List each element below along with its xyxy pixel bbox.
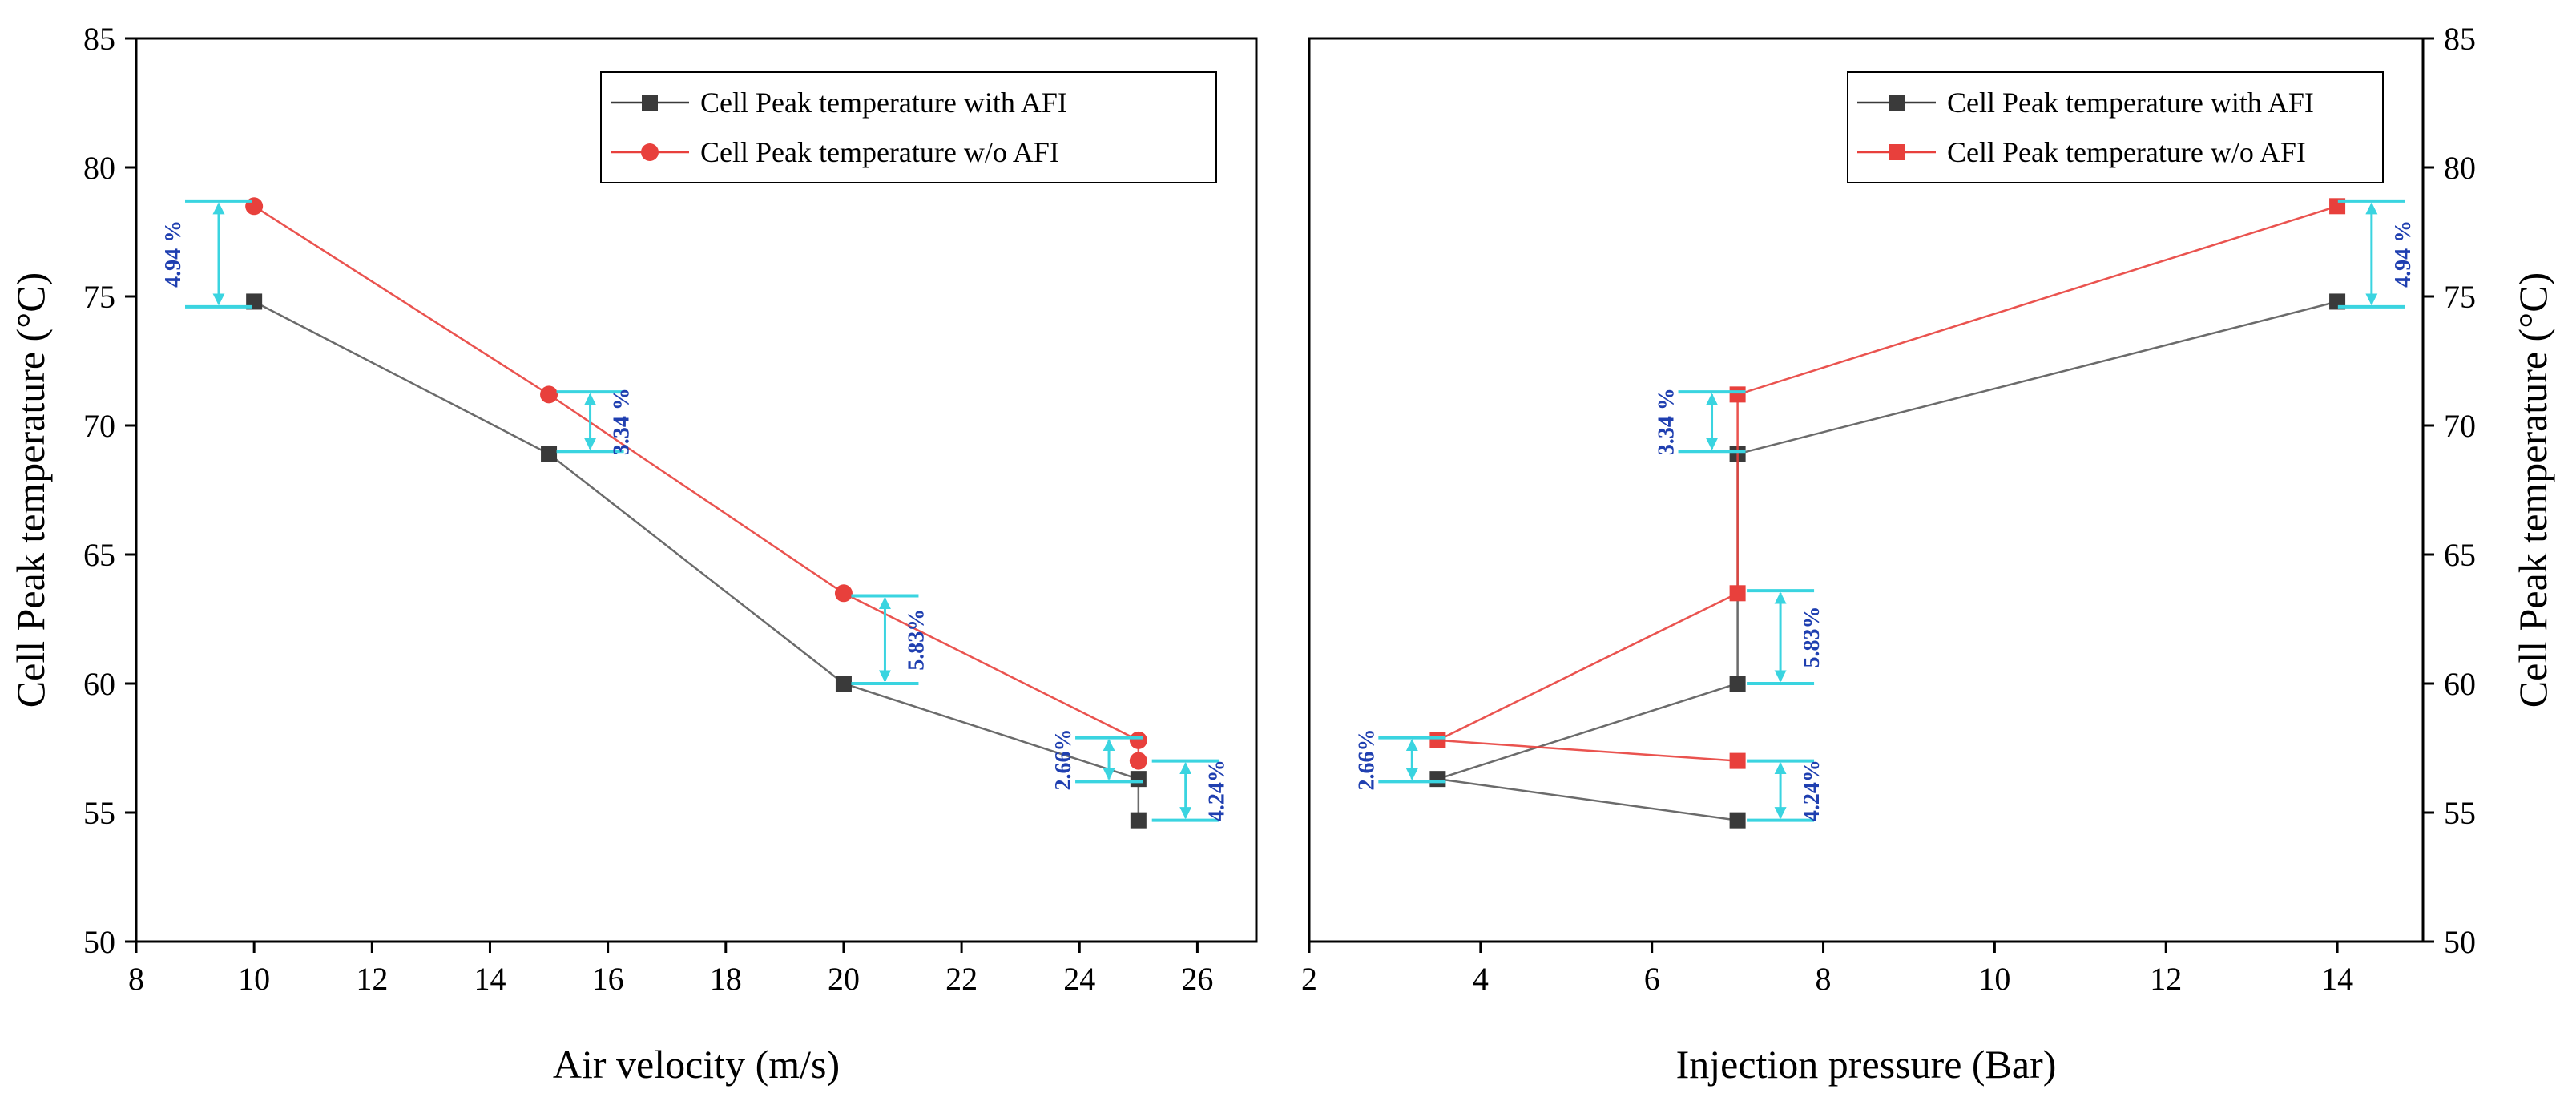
x-tick-label: 10 bbox=[238, 961, 270, 997]
y-tick-label: 50 bbox=[2444, 924, 2476, 960]
data-point-without-afi bbox=[1429, 732, 1446, 748]
y-tick-label: 60 bbox=[83, 666, 115, 702]
annotation-label: 4.94 % bbox=[2391, 220, 2416, 288]
x-tick-label: 22 bbox=[945, 961, 978, 997]
y-tick-label: 75 bbox=[2444, 279, 2476, 315]
data-point-without-afi bbox=[1729, 585, 1746, 602]
x-tick-label: 16 bbox=[592, 961, 624, 997]
difference-annotation: 4.94 % bbox=[161, 199, 253, 309]
difference-annotation: 4.24% bbox=[1151, 759, 1230, 822]
difference-annotation: 3.34 % bbox=[556, 388, 635, 455]
x-tick-label: 12 bbox=[356, 961, 388, 997]
annotation-label: 3.34 % bbox=[1655, 388, 1679, 455]
x-tick-label: 12 bbox=[2150, 961, 2182, 997]
x-tick-label: 14 bbox=[2321, 961, 2353, 997]
series-line-without-afi bbox=[1433, 205, 2338, 762]
y-tick-label: 70 bbox=[83, 408, 115, 444]
chart-air-velocity: 8 10 12 14 16 18 20 22 24 26 50 55 60 65 70 75 80 85 Air v… bbox=[8, 21, 1258, 1087]
data-point-with-afi bbox=[541, 446, 558, 462]
legend-marker bbox=[1889, 95, 1905, 111]
x-tick-label: 2 bbox=[1301, 961, 1317, 997]
data-point-with-afi bbox=[1729, 676, 1746, 692]
legend: Cell Peak temperature with AFI Cell Peak … bbox=[600, 71, 1217, 183]
data-point-without-afi bbox=[834, 584, 853, 603]
difference-annotation: 4.94 % bbox=[2337, 199, 2416, 309]
y-axis-label: Cell Peak temperature (°C) bbox=[2510, 272, 2555, 708]
legend-box bbox=[1847, 71, 2384, 183]
x-tick-label: 18 bbox=[710, 961, 742, 997]
data-point-without-afi bbox=[540, 385, 558, 404]
annotation-label: 5.83% bbox=[1800, 607, 1824, 668]
x-tick-label: 20 bbox=[828, 961, 860, 997]
x-tick-label: 14 bbox=[474, 961, 506, 997]
difference-annotation: 5.83% bbox=[851, 594, 929, 685]
data-point-without-afi bbox=[1729, 386, 1746, 403]
difference-annotation: 5.83% bbox=[1747, 589, 1824, 685]
legend-marker bbox=[641, 143, 659, 161]
y-tick-label: 65 bbox=[83, 537, 115, 573]
series-line-with-afi bbox=[253, 300, 1140, 821]
difference-annotation: 3.34 % bbox=[1655, 388, 1746, 455]
legend-label: Cell Peak temperature with AFI bbox=[700, 87, 1067, 119]
data-point-with-afi bbox=[1729, 812, 1746, 829]
data-point-with-afi bbox=[1429, 771, 1446, 788]
x-axis-label: Injection pressure (Bar) bbox=[1676, 1042, 2057, 1087]
y-tick-label: 85 bbox=[2444, 21, 2476, 57]
legend: Cell Peak temperature with AFI Cell Peak … bbox=[1847, 71, 2384, 183]
annotation-label: 4.24% bbox=[1800, 760, 1824, 821]
x-axis-label: Air velocity (m/s) bbox=[553, 1042, 840, 1087]
plot-frame bbox=[1308, 37, 2425, 943]
y-axis-label: Cell Peak temperature (°C) bbox=[8, 272, 53, 708]
x-tick-label: 8 bbox=[1816, 961, 1832, 997]
series-line-without-afi bbox=[253, 205, 1140, 761]
y-tick-label: 80 bbox=[83, 150, 115, 186]
data-point-with-afi bbox=[835, 676, 852, 692]
difference-annotation: 2.66% bbox=[1051, 728, 1143, 790]
y-tick-label: 70 bbox=[2444, 408, 2476, 444]
y-tick-label: 50 bbox=[83, 924, 115, 960]
annotation-label: 2.66% bbox=[1354, 728, 1379, 790]
x-tick-label: 10 bbox=[1978, 961, 2010, 997]
data-point-without-afi bbox=[1129, 731, 1147, 749]
annotation-label: 4.24% bbox=[1205, 760, 1230, 821]
y-tick-label: 75 bbox=[83, 279, 115, 315]
difference-annotation: 2.66% bbox=[1354, 728, 1446, 790]
annotation-label: 4.94 % bbox=[161, 220, 186, 288]
legend-label: Cell Peak temperature w/o AFI bbox=[700, 136, 1059, 168]
legend-marker bbox=[642, 95, 658, 111]
y-tick-label: 85 bbox=[83, 21, 115, 57]
y-tick-label: 60 bbox=[2444, 666, 2476, 702]
annotation-label: 2.66% bbox=[1051, 728, 1076, 790]
legend-marker bbox=[1889, 144, 1905, 160]
y-tick-label: 55 bbox=[83, 795, 115, 831]
x-tick-label: 4 bbox=[1473, 961, 1489, 997]
x-tick-label: 8 bbox=[128, 961, 144, 997]
data-point-with-afi bbox=[1130, 812, 1147, 829]
legend-label: Cell Peak temperature with AFI bbox=[1947, 87, 2314, 119]
plot-frame bbox=[135, 37, 1258, 943]
y-tick-label: 65 bbox=[2444, 537, 2476, 573]
difference-annotation: 4.24% bbox=[1747, 759, 1824, 822]
x-tick-label: 26 bbox=[1181, 961, 1213, 997]
annotation-label: 5.83% bbox=[904, 609, 929, 671]
legend-box bbox=[600, 71, 1217, 183]
data-point-without-afi bbox=[1729, 752, 1746, 769]
series-line-with-afi bbox=[1437, 300, 2338, 821]
x-tick-label: 24 bbox=[1063, 961, 1095, 997]
data-point-with-afi bbox=[1130, 771, 1147, 788]
chart-injection-pressure: 2 4 6 8 10 12 14 50 55 60 65 70 75 80 85 Injection pres… bbox=[1301, 21, 2555, 1087]
legend-label: Cell Peak temperature w/o AFI bbox=[1947, 136, 2306, 168]
data-point-without-afi bbox=[1129, 752, 1147, 770]
x-tick-label: 6 bbox=[1644, 961, 1660, 997]
annotation-label: 3.34 % bbox=[610, 388, 635, 455]
y-tick-label: 55 bbox=[2444, 795, 2476, 831]
y-tick-label: 80 bbox=[2444, 150, 2476, 186]
